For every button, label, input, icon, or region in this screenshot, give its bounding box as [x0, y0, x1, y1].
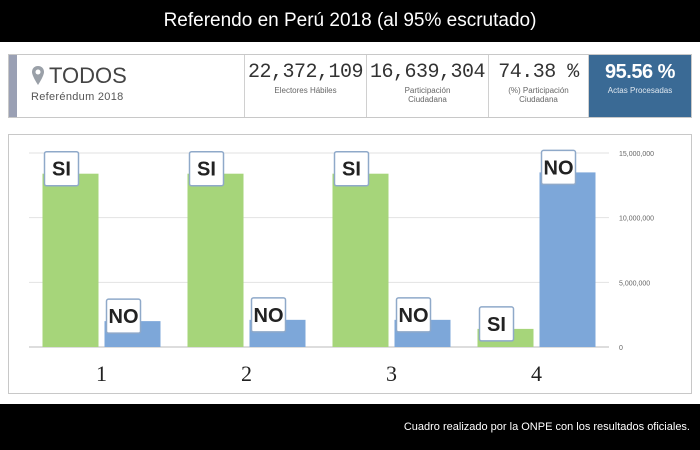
main-panel: TODOS Referéndum 2018 22,372,109 Elector… [0, 42, 700, 404]
stat-value: 16,639,304 [369, 61, 486, 84]
y-tick-label: 10,000,000 [619, 216, 654, 223]
bar-label-badge [395, 297, 432, 333]
y-tick-label: 0 [619, 345, 623, 352]
bar-label: SI [487, 314, 506, 336]
scope-subtitle: Referéndum 2018 [31, 91, 124, 103]
bar-label: NO [544, 157, 574, 179]
scope-block: TODOS Referéndum 2018 [17, 55, 245, 117]
x-tick-label: 2 [241, 361, 252, 386]
bar-si [187, 173, 244, 347]
bar-label-badge [250, 297, 287, 333]
x-tick-label: 1 [96, 361, 107, 386]
stat-caption: Participación Ciudadana [404, 86, 451, 104]
stat-value: 95.56 % [605, 61, 675, 83]
stat-caption: Actas Procesadas [607, 86, 673, 95]
bar-label-badge [43, 150, 80, 187]
location-pin-icon [32, 66, 44, 85]
bar-label-badge [478, 306, 515, 342]
bar-label: NO [109, 306, 139, 328]
y-tick-label: 15,000,000 [619, 151, 654, 158]
stat-value: 74.38 % [498, 61, 579, 84]
bar-label-badge [333, 150, 370, 187]
chart-container: 0 5,000,000 10,000,000 15,000,000 SI NO 1 SI NO 2… [8, 134, 692, 394]
stat-value: 22,372,109 [247, 61, 364, 84]
bar-label-badge [540, 149, 577, 186]
scope-label: TODOS [49, 63, 127, 88]
y-tick-label: 5,000,000 [619, 280, 650, 287]
summary-accent [9, 55, 17, 117]
stat-caption: Electores Hábiles [274, 86, 337, 95]
chart-title: Referendo en Perú 2018 (al 95% escrutado… [163, 10, 537, 31]
summary-strip: TODOS Referéndum 2018 22,372,109 Elector… [8, 54, 692, 118]
bar-no [539, 172, 596, 347]
chart-title-bar: Referendo en Perú 2018 (al 95% escrutado… [0, 0, 700, 42]
bar-label-badge [105, 298, 142, 334]
footer: Cuadro realizado por la ONPE con los res… [0, 404, 700, 450]
bar-si [42, 173, 99, 347]
footer-credit: Cuadro realizado por la ONPE con los res… [403, 421, 690, 433]
x-tick-label: 4 [531, 361, 542, 386]
stat-electores: 22,372,109 Electores Hábiles [245, 55, 367, 117]
bar-label: SI [342, 159, 361, 181]
stat-actas: 95.56 % Actas Procesadas [589, 55, 691, 117]
bar-si [332, 173, 389, 347]
stat-participacion-pct: 74.38 % (%) Participación Ciudadana [489, 55, 589, 117]
x-tick-label: 3 [386, 361, 397, 386]
bar-label: NO [399, 305, 429, 327]
bar-label: SI [52, 159, 71, 181]
bar-label-badge [188, 150, 225, 187]
bar-label: NO [254, 305, 284, 327]
bar-chart: 0 5,000,000 10,000,000 15,000,000 SI NO 1 SI NO 2… [29, 149, 654, 386]
stat-caption: (%) Participación Ciudadana [508, 86, 569, 104]
bar-label: SI [197, 159, 216, 181]
stat-participacion: 16,639,304 Participación Ciudadana [367, 55, 489, 117]
